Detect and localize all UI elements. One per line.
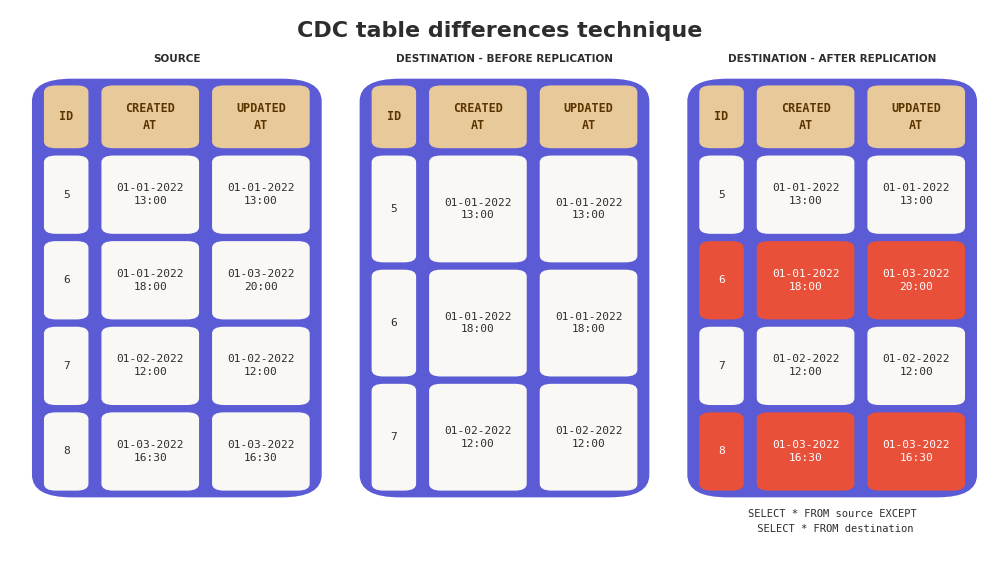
Text: 6: 6 <box>391 318 398 328</box>
FancyBboxPatch shape <box>212 241 310 319</box>
Text: 01-03-2022
20:00: 01-03-2022 20:00 <box>882 269 950 292</box>
Text: 01-03-2022
16:30: 01-03-2022 16:30 <box>772 440 839 463</box>
Text: DESTINATION - BEFORE REPLICATION: DESTINATION - BEFORE REPLICATION <box>396 54 613 64</box>
FancyBboxPatch shape <box>757 413 854 491</box>
Text: ID: ID <box>59 110 73 123</box>
Text: 7: 7 <box>63 361 70 371</box>
FancyBboxPatch shape <box>44 327 89 405</box>
Text: 01-02-2022
12:00: 01-02-2022 12:00 <box>445 426 511 448</box>
Text: CDC table differences technique: CDC table differences technique <box>297 21 702 41</box>
Text: 01-02-2022
12:00: 01-02-2022 12:00 <box>227 355 295 377</box>
Text: 5: 5 <box>63 190 70 200</box>
FancyBboxPatch shape <box>372 85 417 148</box>
Text: 01-02-2022
12:00: 01-02-2022 12:00 <box>117 355 184 377</box>
Text: 6: 6 <box>63 275 70 285</box>
FancyBboxPatch shape <box>102 156 199 234</box>
FancyBboxPatch shape <box>539 85 637 148</box>
FancyBboxPatch shape <box>102 327 199 405</box>
Text: 01-01-2022
18:00: 01-01-2022 18:00 <box>445 312 511 334</box>
Text: UPDATED
AT: UPDATED AT <box>563 102 613 132</box>
Text: 01-01-2022
13:00: 01-01-2022 13:00 <box>117 183 184 206</box>
FancyBboxPatch shape <box>360 79 649 497</box>
Text: 01-01-2022
13:00: 01-01-2022 13:00 <box>772 183 839 206</box>
FancyBboxPatch shape <box>699 327 744 405</box>
FancyBboxPatch shape <box>699 156 744 234</box>
FancyBboxPatch shape <box>699 85 744 148</box>
Text: 01-03-2022
16:30: 01-03-2022 16:30 <box>227 440 295 463</box>
Text: 01-01-2022
13:00: 01-01-2022 13:00 <box>445 198 511 220</box>
FancyBboxPatch shape <box>212 413 310 491</box>
Text: DESTINATION - AFTER REPLICATION: DESTINATION - AFTER REPLICATION <box>728 54 936 64</box>
FancyBboxPatch shape <box>867 85 965 148</box>
Text: 01-01-2022
18:00: 01-01-2022 18:00 <box>554 312 622 334</box>
FancyBboxPatch shape <box>757 327 854 405</box>
FancyBboxPatch shape <box>867 156 965 234</box>
FancyBboxPatch shape <box>372 384 417 491</box>
FancyBboxPatch shape <box>212 85 310 148</box>
FancyBboxPatch shape <box>539 270 637 377</box>
Text: UPDATED
AT: UPDATED AT <box>891 102 941 132</box>
Text: 01-02-2022
12:00: 01-02-2022 12:00 <box>554 426 622 448</box>
FancyBboxPatch shape <box>867 241 965 319</box>
Text: 5: 5 <box>391 204 398 214</box>
FancyBboxPatch shape <box>44 85 89 148</box>
Text: 6: 6 <box>718 275 725 285</box>
FancyBboxPatch shape <box>687 79 977 497</box>
FancyBboxPatch shape <box>757 85 854 148</box>
FancyBboxPatch shape <box>430 384 526 491</box>
Text: UPDATED
AT: UPDATED AT <box>236 102 286 132</box>
FancyBboxPatch shape <box>430 85 526 148</box>
FancyBboxPatch shape <box>699 241 744 319</box>
FancyBboxPatch shape <box>102 241 199 319</box>
FancyBboxPatch shape <box>44 156 89 234</box>
Text: CREATED
AT: CREATED AT <box>453 102 502 132</box>
FancyBboxPatch shape <box>102 413 199 491</box>
Text: 01-01-2022
13:00: 01-01-2022 13:00 <box>554 198 622 220</box>
FancyBboxPatch shape <box>212 327 310 405</box>
Text: 5: 5 <box>718 190 725 200</box>
Text: 7: 7 <box>391 432 398 442</box>
Text: 01-01-2022
13:00: 01-01-2022 13:00 <box>882 183 950 206</box>
Text: ID: ID <box>387 110 401 123</box>
FancyBboxPatch shape <box>430 270 526 377</box>
Text: 01-03-2022
20:00: 01-03-2022 20:00 <box>227 269 295 292</box>
Text: 01-01-2022
18:00: 01-01-2022 18:00 <box>117 269 184 292</box>
FancyBboxPatch shape <box>372 156 417 262</box>
FancyBboxPatch shape <box>102 85 199 148</box>
FancyBboxPatch shape <box>44 413 89 491</box>
Text: 7: 7 <box>718 361 725 371</box>
Text: CREATED
AT: CREATED AT <box>780 102 830 132</box>
FancyBboxPatch shape <box>699 413 744 491</box>
Text: 01-03-2022
16:30: 01-03-2022 16:30 <box>882 440 950 463</box>
FancyBboxPatch shape <box>44 241 89 319</box>
FancyBboxPatch shape <box>372 270 417 377</box>
FancyBboxPatch shape <box>539 156 637 262</box>
Text: 8: 8 <box>63 446 70 456</box>
Text: CREATED
AT: CREATED AT <box>125 102 175 132</box>
Text: 01-03-2022
16:30: 01-03-2022 16:30 <box>117 440 184 463</box>
Text: 01-01-2022
13:00: 01-01-2022 13:00 <box>227 183 295 206</box>
Text: SOURCE: SOURCE <box>153 54 201 64</box>
Text: 01-01-2022
18:00: 01-01-2022 18:00 <box>772 269 839 292</box>
Text: 01-02-2022
12:00: 01-02-2022 12:00 <box>772 355 839 377</box>
FancyBboxPatch shape <box>867 413 965 491</box>
FancyBboxPatch shape <box>212 156 310 234</box>
FancyBboxPatch shape <box>430 156 526 262</box>
FancyBboxPatch shape <box>32 79 322 497</box>
Text: ID: ID <box>714 110 728 123</box>
FancyBboxPatch shape <box>757 156 854 234</box>
Text: SELECT * FROM source EXCEPT
 SELECT * FROM destination: SELECT * FROM source EXCEPT SELECT * FRO… <box>748 509 916 534</box>
FancyBboxPatch shape <box>539 384 637 491</box>
FancyBboxPatch shape <box>757 241 854 319</box>
Text: 01-02-2022
12:00: 01-02-2022 12:00 <box>882 355 950 377</box>
Text: 8: 8 <box>718 446 725 456</box>
FancyBboxPatch shape <box>867 327 965 405</box>
